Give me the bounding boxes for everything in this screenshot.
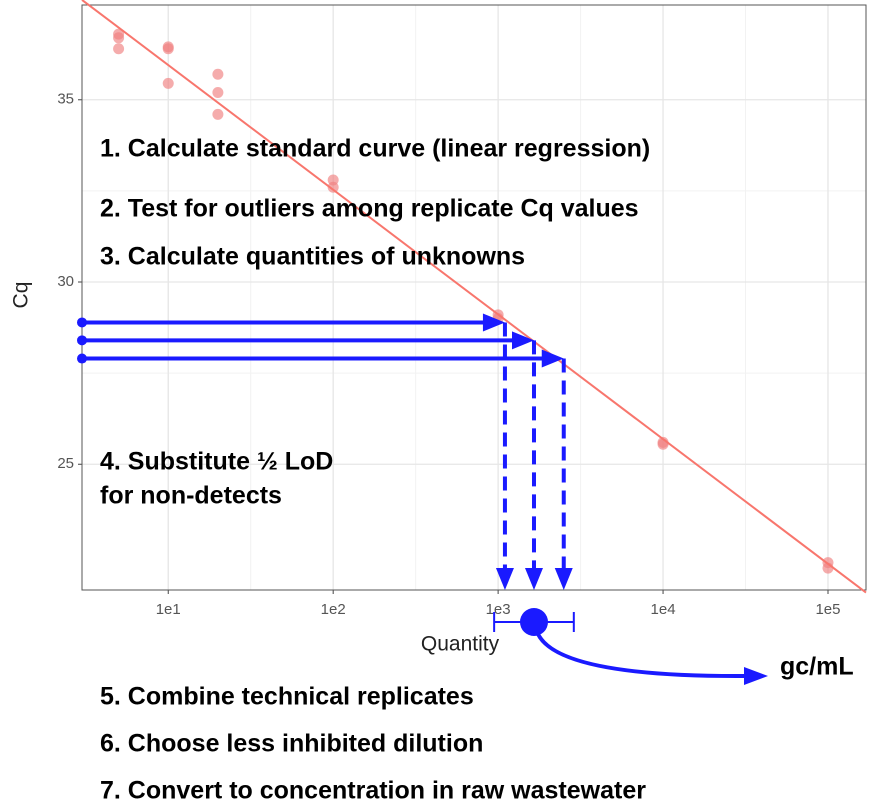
arrow-head (482, 313, 505, 332)
y-tick-label: 25 (57, 455, 74, 472)
step-text: 1. Calculate standard curve (linear regr… (100, 135, 650, 163)
point (113, 43, 125, 55)
unit-label: gc/mL (780, 653, 854, 681)
arrow-head (524, 568, 543, 590)
step-text: 6. Choose less inhibited dilution (100, 730, 483, 758)
combined-point (519, 608, 548, 636)
x-tick-label: 1e2 (321, 601, 346, 618)
y-tick-label: 35 (57, 91, 74, 108)
x-tick-label: 1e1 (156, 601, 181, 618)
point (162, 77, 174, 89)
arrow-head (495, 568, 514, 590)
x-tick-label: 1e5 (815, 601, 840, 618)
step-text: for non-detects (100, 482, 282, 510)
convert-arrow (536, 633, 746, 679)
plot-border (81, 4, 867, 591)
x-tick-label: 1e3 (486, 601, 511, 618)
arrow-head (541, 349, 564, 368)
step-text: 3. Calculate quantities of unknowns (100, 243, 525, 271)
y-tick-label: 30 (57, 273, 74, 290)
point (113, 32, 125, 44)
point (212, 108, 224, 120)
arrow-head (554, 568, 573, 590)
arrow-head (744, 667, 768, 685)
point (162, 43, 174, 55)
point (212, 86, 224, 98)
y-axis-title: Cq (10, 282, 33, 309)
regression-line (81, 0, 867, 594)
step-text: 7. Convert to concentration in raw waste… (100, 777, 646, 805)
step-text: 4. Substitute ½ LoD (100, 448, 333, 476)
point (212, 68, 224, 80)
step-text: 2. Test for outliers among replicate Cq … (100, 195, 639, 223)
x-axis-title: Quantity (421, 633, 500, 656)
arrow-head (511, 331, 534, 350)
point (327, 181, 339, 193)
x-tick-label: 1e4 (651, 601, 676, 618)
step-text: 5. Combine technical replicates (100, 683, 474, 711)
